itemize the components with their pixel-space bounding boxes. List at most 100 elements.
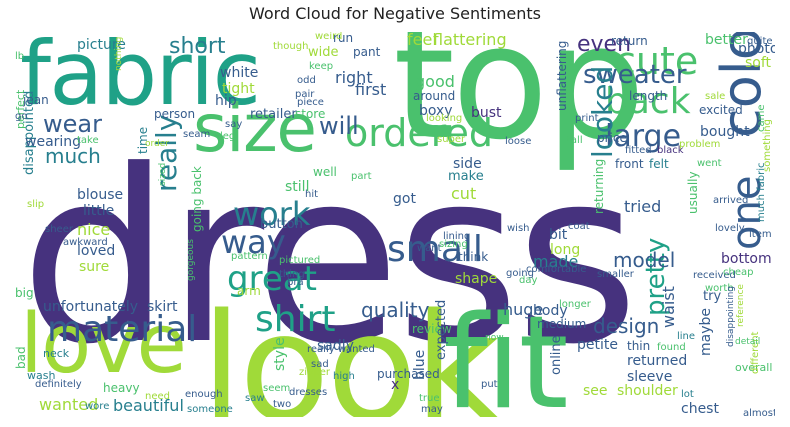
word-seem: seem	[263, 383, 291, 394]
word-think: think	[458, 250, 489, 264]
word-tall: tall	[567, 135, 583, 146]
word-thing: thing	[279, 269, 305, 280]
word-piece: piece	[297, 97, 324, 108]
word-petite: petite	[577, 337, 618, 353]
word-tight: tight	[222, 81, 255, 97]
word-slip: slip	[27, 199, 45, 210]
word-soft: soft	[745, 55, 772, 71]
word-bad: bad	[15, 346, 28, 369]
word-usually: usually	[686, 171, 700, 214]
word-pant: pant	[353, 45, 381, 59]
word-going: going	[506, 268, 534, 279]
word-feel: feel	[407, 32, 437, 49]
word-way: way	[221, 223, 286, 261]
word-better: better	[705, 32, 748, 48]
word-wore: wore	[85, 401, 110, 412]
word-part: part	[351, 171, 372, 182]
word-flattering: flattering	[433, 32, 507, 49]
word-sweater: sweater	[583, 60, 687, 90]
word-got: got	[393, 191, 416, 207]
word-boxy: boxy	[419, 103, 453, 119]
word-button: button	[260, 217, 303, 232]
word-huge: huge	[503, 300, 544, 319]
word-disappointing: disappointing	[726, 285, 736, 347]
word-short: short	[169, 34, 226, 59]
word-want: want	[417, 243, 442, 254]
word-size: size	[193, 90, 317, 167]
word-love: love	[20, 297, 187, 392]
word-problem: problem	[679, 139, 721, 150]
word-around: around	[413, 89, 456, 103]
word-beautiful: beautiful	[113, 396, 184, 415]
word-two: two	[273, 399, 292, 410]
word-heavy: heavy	[103, 381, 140, 395]
word-body: body	[533, 303, 568, 319]
word-need: need	[145, 391, 170, 402]
word-odd: odd	[297, 75, 316, 86]
word-bit: bit	[549, 227, 568, 243]
word-online: online	[549, 335, 564, 375]
word-thin: thin	[627, 339, 651, 353]
word-skirt: skirt	[147, 299, 178, 315]
word-large: large	[605, 119, 682, 154]
word-say: say	[225, 119, 243, 130]
word-cloud: dress top fabric look fit love size color cute ba…	[15, 32, 775, 417]
word-waist: waist	[659, 286, 678, 328]
word-keep: keep	[309, 61, 334, 72]
word-big: big	[15, 286, 34, 300]
word-sheer: sheer	[45, 224, 73, 235]
word-white: white	[220, 65, 259, 81]
word-smaller: smaller	[597, 269, 634, 280]
word-little: little	[83, 203, 115, 219]
word-hip: hip	[215, 93, 237, 109]
word-front: front	[615, 157, 644, 171]
word-dress: dress	[20, 120, 639, 397]
word-someone: someone	[187, 404, 233, 415]
word-loved: loved	[77, 243, 116, 259]
word-shirt: shirt	[255, 299, 336, 340]
word-lovely: lovely	[715, 223, 745, 234]
word-shape: shape	[455, 271, 498, 287]
word-make: make	[448, 169, 484, 184]
word-wear: wear	[43, 110, 102, 138]
word-arrived: arrived	[713, 195, 749, 206]
word-line: line	[677, 331, 696, 342]
word-lb: lb	[15, 51, 25, 62]
word-order: order	[145, 139, 169, 149]
word-went: went	[697, 158, 722, 169]
word-price: price	[597, 131, 627, 145]
word-wide: wide	[308, 45, 339, 60]
word-cut: cut	[451, 184, 477, 203]
word-review: review	[412, 322, 452, 336]
word-may: may	[421, 404, 443, 415]
word-lot: lot	[681, 389, 694, 400]
word-shoulder: shoulder	[617, 383, 678, 399]
word-expected: expected	[434, 299, 449, 360]
word-received: received	[693, 270, 736, 281]
word-photo: photo	[738, 41, 775, 57]
word-item: item	[749, 229, 772, 240]
word-neck: neck	[43, 347, 70, 360]
word-true: true	[419, 393, 440, 404]
word-going-back: going back	[190, 166, 204, 232]
word-longer: longer	[559, 299, 591, 310]
word-sale: sale	[705, 91, 726, 102]
word-chest: chest	[681, 401, 719, 417]
word-nice: nice	[77, 220, 111, 239]
word-person: person	[154, 107, 196, 121]
word-right: right	[335, 68, 373, 87]
word-returned: returned	[627, 353, 688, 369]
word-detail: detail	[735, 337, 761, 347]
word-wish: wish	[507, 223, 530, 234]
word-top: top	[393, 32, 646, 175]
word-cute: cute	[615, 39, 699, 83]
word-excited: excited	[699, 103, 743, 117]
word-sized: sized	[158, 162, 168, 186]
word-coat: coat	[568, 221, 590, 232]
word-retailer: retailer	[250, 107, 297, 122]
word-sure: sure	[79, 259, 110, 275]
word-print: print	[575, 113, 599, 124]
word-now: now	[485, 333, 504, 343]
word-even: even	[577, 32, 632, 57]
word-hit: hit	[305, 189, 319, 200]
